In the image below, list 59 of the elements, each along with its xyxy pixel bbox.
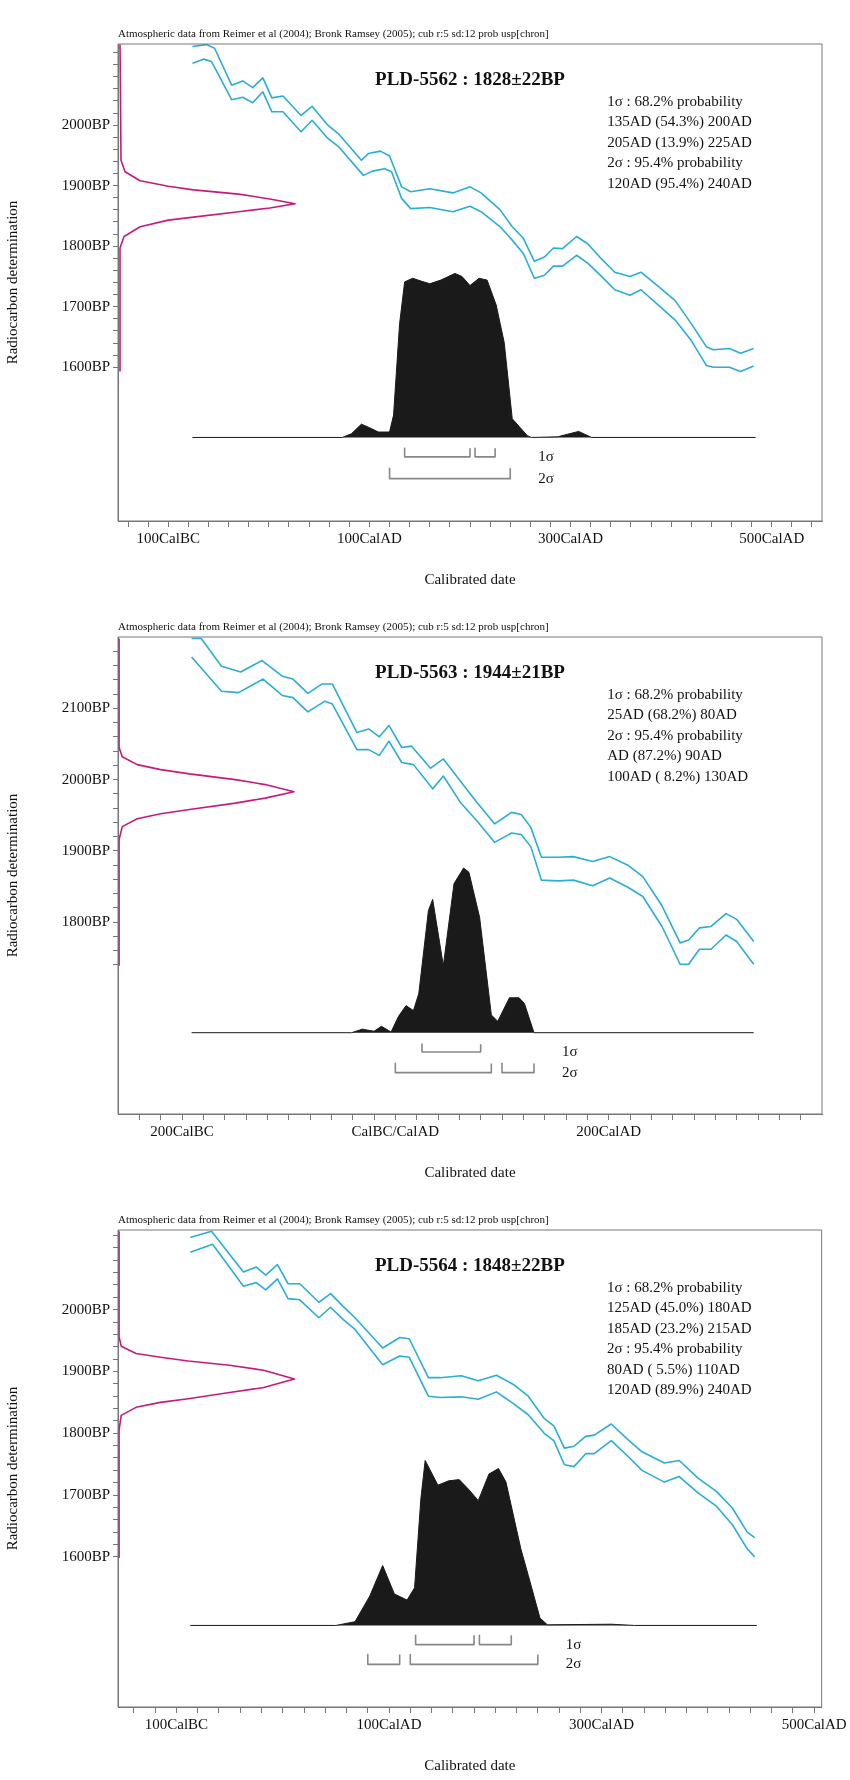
series-label: 2σ: [538, 469, 554, 486]
x-tick-label: 500CalAD: [781, 1715, 847, 1732]
annotation: 135AD (54.3%) 200AD: [607, 113, 753, 131]
series-label: 2σ: [565, 1655, 582, 1672]
x-axis-title: Calibrated date: [424, 1163, 516, 1180]
x-tick-label: 100CalAD: [336, 529, 403, 546]
y-tick-label: 2000BP: [61, 1300, 110, 1317]
annotation: 1σ : 68.2% probability: [607, 1278, 744, 1295]
x-tick-label: 500CalAD: [739, 529, 805, 546]
text: PLD-5563 : 1944±21BP: [375, 660, 566, 682]
y-tick-label: 1600BP: [61, 358, 110, 375]
y-tick-label: 2000BP: [61, 770, 110, 787]
y-tick-label: 1700BP: [61, 297, 110, 314]
text: PLD-5562 : 1828±22BP: [375, 67, 566, 89]
y-tick-label: 1600BP: [61, 1547, 110, 1564]
x-tick-label: CalBC/CalAD: [351, 1122, 440, 1139]
annotation: 2σ : 95.4% probability: [607, 1340, 744, 1357]
y-axis-title: Radiocarbon determination: [3, 200, 20, 365]
chart-subtitle: Atmospheric data from Reimer et al (2004); Bronk Ramsey (2005); cub r:5 sd:12 prob usp[chron]: [118, 1213, 549, 1227]
x-axis-title: Calibrated date: [424, 1756, 516, 1773]
annotation: 185AD (23.2%) 215AD: [607, 1319, 752, 1337]
annotation: 125AD (45.0%) 180AD: [607, 1299, 752, 1317]
y-tick-label: 1900BP: [61, 1362, 110, 1379]
annotation: 2σ : 95.4% probability: [607, 726, 744, 743]
y-axis-title: Radiocarbon determination: [3, 1386, 20, 1551]
annotation: 100AD ( 8.2%) 130AD: [607, 767, 749, 785]
y-tick-label: 1700BP: [61, 1486, 110, 1503]
x-tick-label: 300CalAD: [538, 529, 604, 546]
annotation: 205AD (13.9%) 225AD: [607, 133, 753, 151]
x-tick-label: 100CalBC: [136, 529, 200, 546]
text: 1σ: [565, 1635, 582, 1652]
text: 1σ: [562, 1042, 578, 1059]
chart-subtitle: Atmospheric data from Reimer et al (2004); Bronk Ramsey (2005); cub r:5 sd:12 prob usp[chron]: [118, 620, 549, 634]
annotation: 2σ : 95.4% probability: [607, 154, 744, 171]
annotation: AD (87.2%) 90AD: [607, 747, 723, 765]
annotation: 120AD (95.4%) 240AD: [607, 174, 753, 192]
y-tick-label: 2100BP: [61, 699, 110, 716]
annotation: 1σ : 68.2% probability: [607, 685, 744, 702]
y-tick-label: 1900BP: [61, 841, 110, 858]
y-axis-title: Radiocarbon determination: [3, 793, 20, 958]
y-tick-label: 2000BP: [61, 116, 110, 133]
x-tick-label: 200CalAD: [576, 1122, 642, 1139]
x-tick-label: 200CalBC: [150, 1122, 214, 1139]
x-tick-label: 100CalBC: [144, 1715, 209, 1732]
y-tick-label: 1900BP: [61, 176, 110, 193]
chart-subtitle: Atmospheric data from Reimer et al (2004); Bronk Ramsey (2005); cub r:5 sd:12 prob usp[chron]: [118, 27, 549, 41]
annotation: 120AD (89.9%) 240AD: [607, 1381, 752, 1399]
annotation: 25AD (68.2%) 80AD: [607, 706, 738, 724]
x-axis-title: Calibrated date: [424, 570, 516, 587]
series-label: 2σ: [562, 1063, 578, 1080]
text: PLD-5564 : 1848±22BP: [374, 1253, 566, 1275]
y-tick-label: 1800BP: [61, 237, 110, 254]
y-tick-label: 1800BP: [61, 1424, 110, 1441]
y-tick-label: 1800BP: [61, 913, 110, 930]
x-tick-label: 300CalAD: [569, 1715, 635, 1732]
text: 1σ: [538, 447, 554, 464]
annotation: 1σ : 68.2% probability: [607, 92, 744, 109]
annotation: 80AD ( 5.5%) 110AD: [607, 1360, 740, 1378]
x-tick-label: 100CalAD: [356, 1715, 422, 1732]
